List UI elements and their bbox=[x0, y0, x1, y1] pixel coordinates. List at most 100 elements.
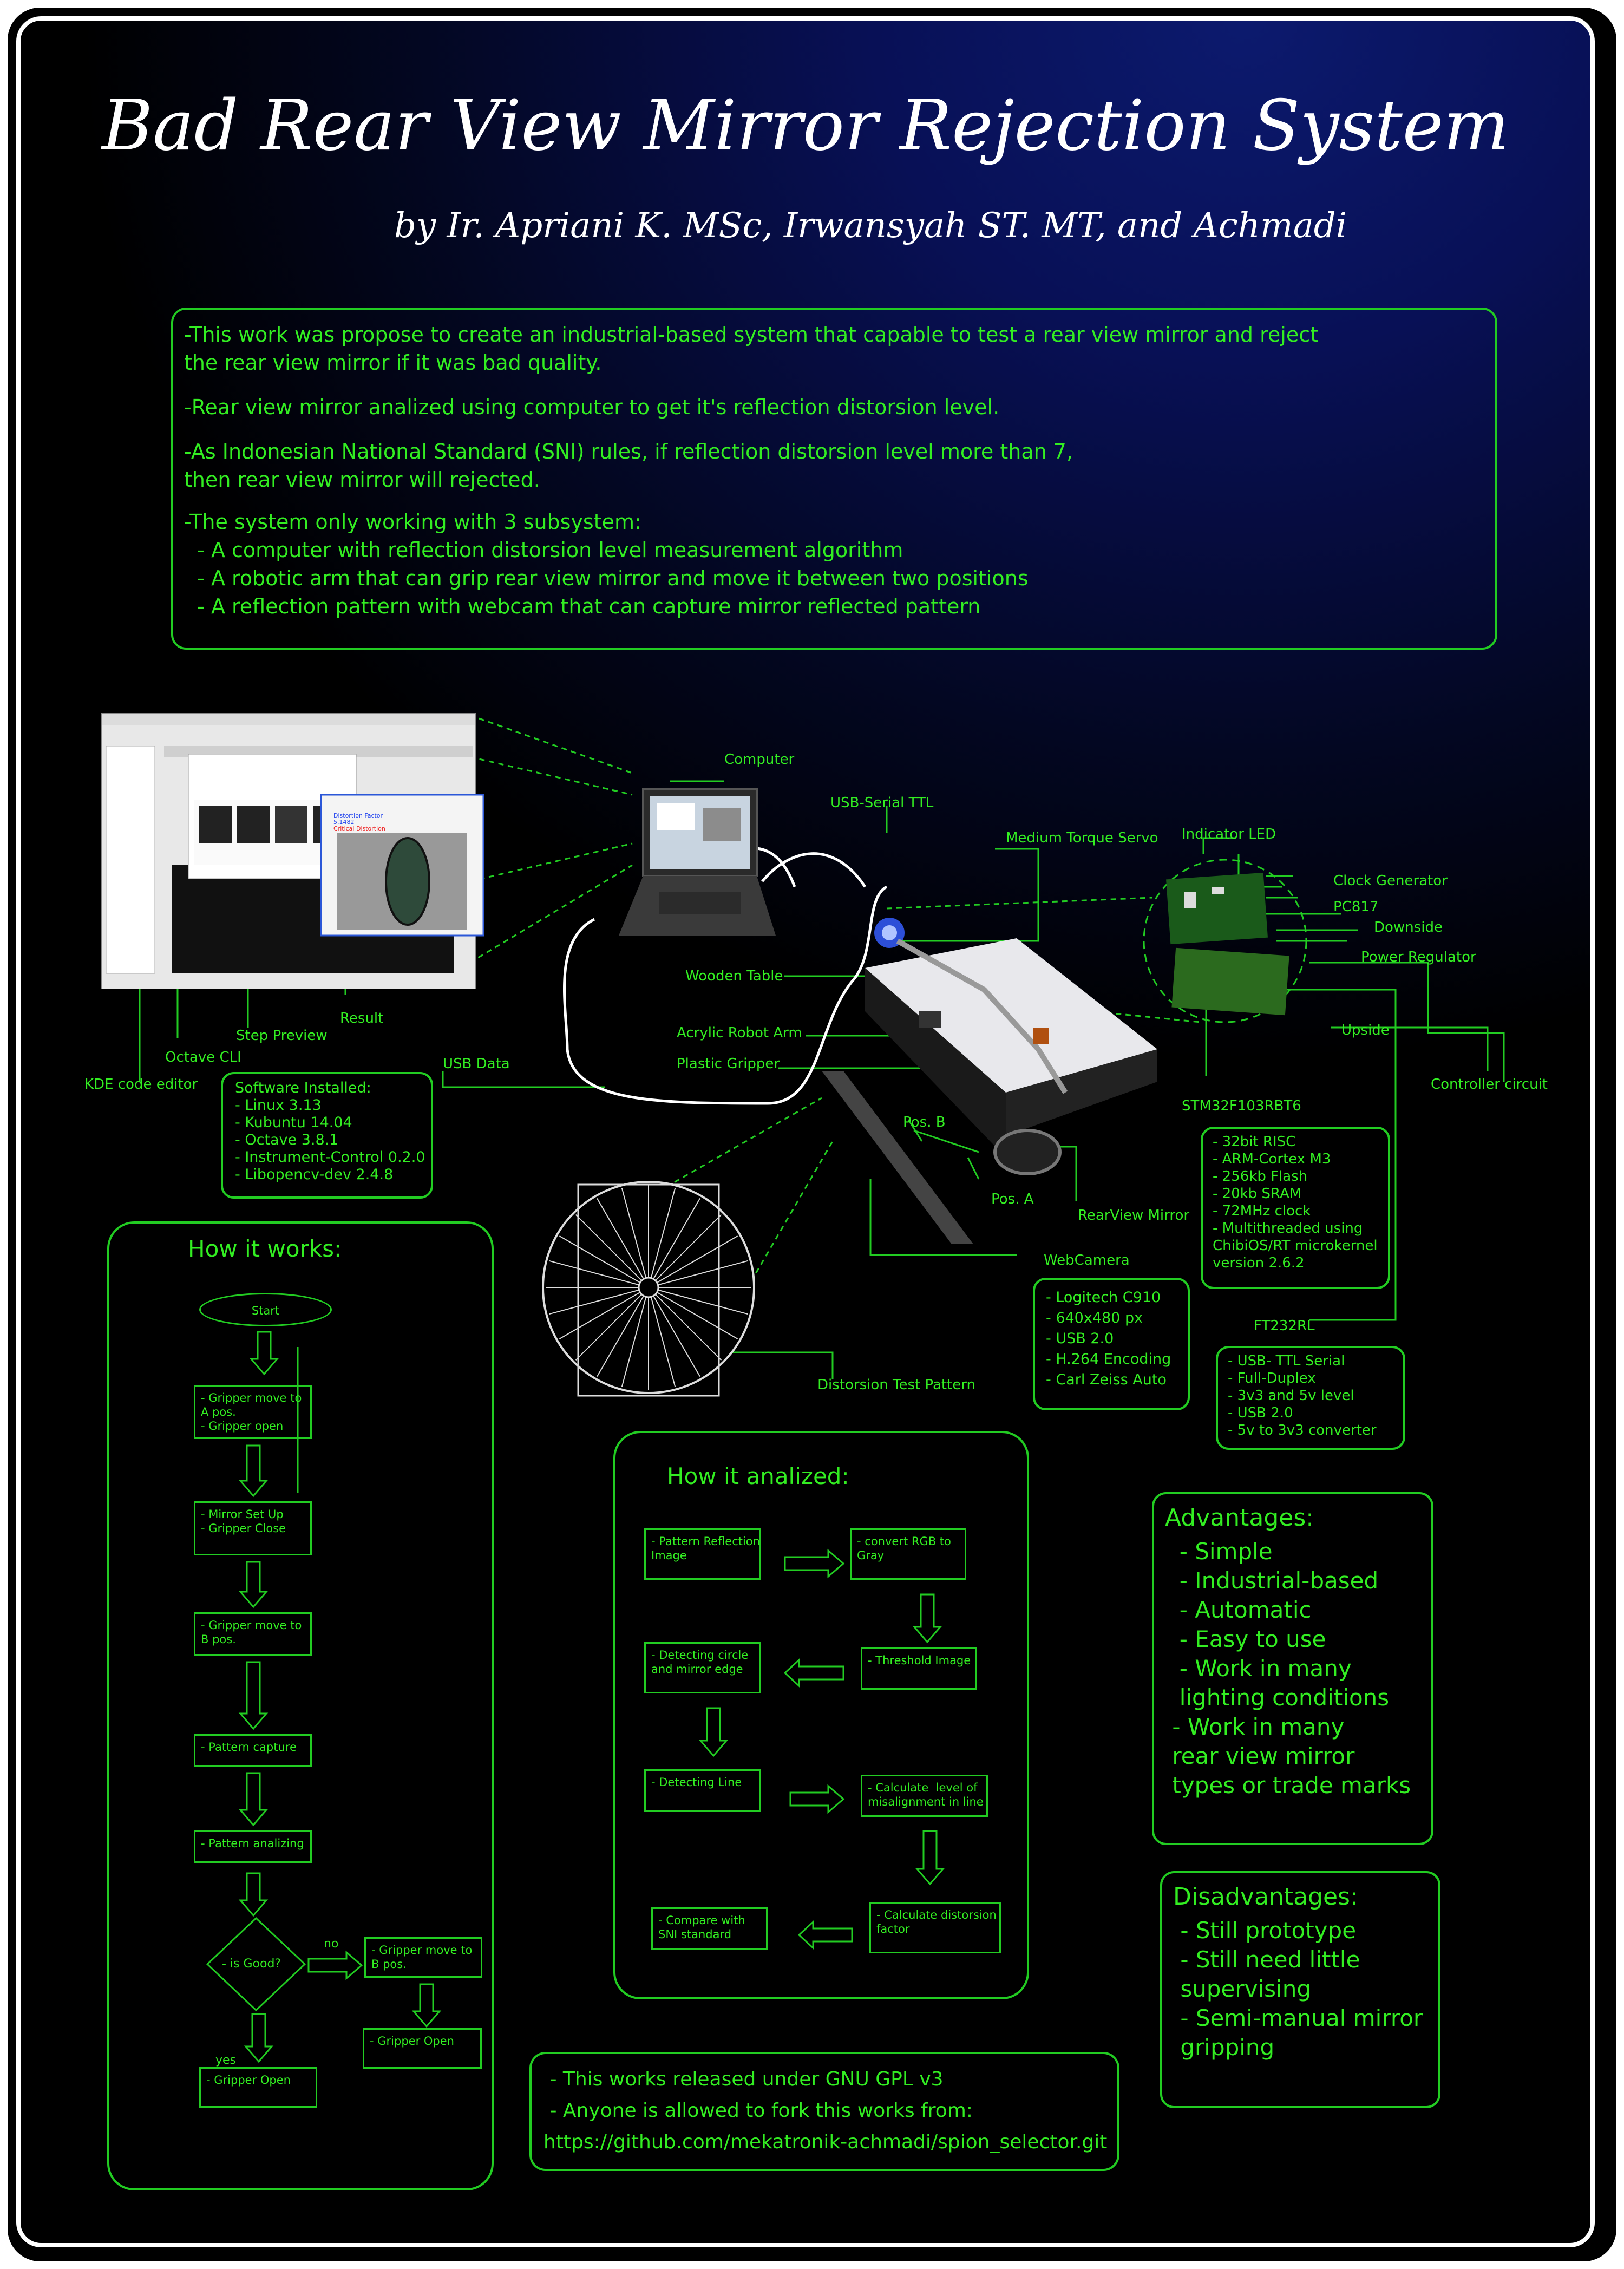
flow-arrow-icon bbox=[912, 1593, 942, 1644]
disadvantages-title: Disadvantages: bbox=[1173, 1883, 1358, 1911]
flow-no-box: - Gripper move to B pos. bbox=[364, 1937, 482, 1978]
flow-arrow-icon bbox=[238, 1561, 269, 1608]
webcam-line-4: - Carl Zeiss Auto bbox=[1046, 1371, 1167, 1388]
pattern-ray bbox=[549, 1287, 649, 1315]
label-ft232: FT232RL bbox=[1254, 1318, 1315, 1334]
poster-panel: Bad Rear View Mirror Rejection System by… bbox=[16, 16, 1595, 2247]
pattern-ray bbox=[575, 1214, 649, 1288]
how-it-works-box: How it works: bbox=[107, 1221, 494, 2190]
flow-step-line: - Gripper move to bbox=[201, 1391, 302, 1404]
advantage-item: types or trade marks bbox=[1165, 1772, 1411, 1799]
label-kde: KDE code editor bbox=[84, 1076, 198, 1093]
robot-illustration bbox=[865, 918, 1157, 1175]
advantage-item: - Work in many bbox=[1165, 1655, 1352, 1682]
pattern-ray bbox=[621, 1188, 649, 1288]
flow-start: Start bbox=[199, 1293, 332, 1326]
analysis-step-line: - Detecting Line bbox=[651, 1776, 742, 1789]
flow-decision bbox=[206, 1917, 306, 2012]
mcu-line-0: - 32bit RISC bbox=[1213, 1134, 1296, 1150]
mcu-spec-box: - 32bit RISC - ARM-Cortex M3 - 256kb Fla… bbox=[1201, 1127, 1390, 1289]
analysis-step: - Calculate level of misalignment in line bbox=[861, 1775, 988, 1817]
label-pattern: Distorsion Test Pattern bbox=[817, 1377, 976, 1393]
pattern-ray bbox=[648, 1235, 738, 1288]
flow-step-line: B pos. bbox=[201, 1633, 236, 1646]
label-controller: Controller circuit bbox=[1431, 1076, 1548, 1093]
pattern-ray bbox=[648, 1287, 700, 1377]
label-octave: Octave CLI bbox=[165, 1049, 241, 1065]
disadvantage-item: - Still need little bbox=[1173, 1946, 1360, 1973]
mcu-line-6: ChibiOS/RT microkernel bbox=[1213, 1238, 1378, 1254]
label-result: Result bbox=[340, 1010, 384, 1026]
flow-arrow-icon bbox=[784, 1658, 844, 1688]
analysis-step-line: SNI standard bbox=[658, 1928, 732, 1941]
analysis-step-line: - convert RGB to bbox=[857, 1535, 951, 1548]
flow-no-end-line: - Gripper Open bbox=[370, 2035, 454, 2048]
pattern-ray bbox=[559, 1287, 649, 1339]
analysis-step-line: Image bbox=[651, 1549, 687, 1562]
analysis-step-line: - Detecting circle bbox=[651, 1649, 749, 1662]
pattern-ray bbox=[648, 1260, 748, 1288]
software-box: Software Installed: - Linux 3.13 - Kubun… bbox=[221, 1072, 433, 1199]
pattern-ray bbox=[549, 1260, 649, 1288]
analysis-step: - Compare with SNI standard bbox=[651, 1907, 768, 1950]
intro-p4-line2: - A computer with reflection distorsion … bbox=[184, 538, 903, 562]
screenshot-illustration bbox=[101, 713, 484, 989]
label-pos-b: Pos. B bbox=[903, 1114, 946, 1130]
intro-p3-line2: then rear view mirror will rejected. bbox=[184, 468, 540, 492]
software-line-3: - Octave 3.8.1 bbox=[235, 1132, 339, 1148]
flow-step-line: - Gripper Close bbox=[201, 1522, 286, 1535]
label-power-reg: Power Regulator bbox=[1361, 949, 1476, 965]
disadvantage-item: gripping bbox=[1173, 2034, 1275, 2061]
advantage-item: - Simple bbox=[1165, 1538, 1273, 1565]
webcam-line-0: - Logitech C910 bbox=[1046, 1289, 1161, 1306]
intro-p1-line2: the rear view mirror if it was bad quali… bbox=[184, 351, 602, 375]
label-servo: Medium Torque Servo bbox=[1006, 830, 1158, 846]
how-it-works-title: How it works: bbox=[188, 1235, 342, 1262]
flow-arrow-icon bbox=[784, 1548, 845, 1579]
how-analized-box: How it analized: bbox=[613, 1431, 1029, 1999]
flow-no-box-line: B pos. bbox=[371, 1958, 407, 1971]
mcu-line-7: version 2.6.2 bbox=[1213, 1255, 1305, 1271]
mcu-line-1: - ARM-Cortex M3 bbox=[1213, 1151, 1331, 1167]
software-line-0: Software Installed: bbox=[235, 1080, 371, 1096]
mcu-line-4: - 72MHz clock bbox=[1213, 1203, 1311, 1219]
advantage-item: - Automatic bbox=[1165, 1597, 1312, 1623]
label-step: Step Preview bbox=[236, 1028, 328, 1044]
laptop-illustration bbox=[619, 788, 776, 936]
ft232-line-1: - Full-Duplex bbox=[1228, 1370, 1316, 1387]
flow-yes-label: yes bbox=[215, 2054, 237, 2067]
pattern-ray bbox=[648, 1287, 738, 1339]
intro-box: -This work was propose to create an indu… bbox=[171, 308, 1497, 650]
ft232-line-3: - USB 2.0 bbox=[1228, 1405, 1293, 1421]
flow-step: - Pattern capture bbox=[194, 1734, 312, 1767]
pattern-ray bbox=[648, 1287, 676, 1387]
flow-no-label: no bbox=[324, 1937, 339, 1951]
flow-step: - Gripper move to A pos. - Gripper open bbox=[194, 1385, 312, 1439]
label-rearview: RearView Mirror bbox=[1078, 1207, 1190, 1224]
flow-step: - Pattern analizing bbox=[194, 1830, 312, 1863]
label-pc817: PC817 bbox=[1333, 899, 1379, 915]
flow-yes-end: - Gripper Open bbox=[199, 2067, 317, 2108]
webcam-line-2: - USB 2.0 bbox=[1046, 1330, 1114, 1347]
pattern-ray bbox=[648, 1287, 748, 1315]
flow-step-line: A pos. bbox=[201, 1405, 236, 1418]
flow-decision-label: - is Good? bbox=[222, 1957, 281, 1971]
flow-arrow-icon bbox=[798, 1920, 853, 1950]
pattern-ray bbox=[621, 1287, 649, 1387]
flow-arrow-icon bbox=[789, 1784, 845, 1814]
pattern-ray bbox=[597, 1287, 649, 1377]
label-downside: Downside bbox=[1374, 919, 1443, 936]
label-usb-serial: USB-Serial TTL bbox=[830, 795, 934, 811]
disadvantage-item: - Still prototype bbox=[1173, 1917, 1357, 1944]
controller-illustration bbox=[1166, 872, 1289, 1016]
advantages-box: Advantages: - Simple - Industrial-based … bbox=[1152, 1492, 1433, 1845]
screenshot-value-text: 5.1482 bbox=[333, 819, 355, 826]
mcu-line-3: - 20kb SRAM bbox=[1213, 1186, 1302, 1202]
advantage-item: - Industrial-based bbox=[1165, 1567, 1379, 1594]
pattern-ray bbox=[559, 1235, 649, 1288]
mcu-line-2: - 256kb Flash bbox=[1213, 1168, 1308, 1185]
flow-arrow-icon bbox=[238, 1661, 269, 1730]
analysis-step-line: - Compare with bbox=[658, 1914, 745, 1927]
advantage-item: rear view mirror bbox=[1165, 1743, 1355, 1769]
license-url[interactable]: https://github.com/mekatronik-achmadi/sp… bbox=[543, 2131, 1108, 2153]
